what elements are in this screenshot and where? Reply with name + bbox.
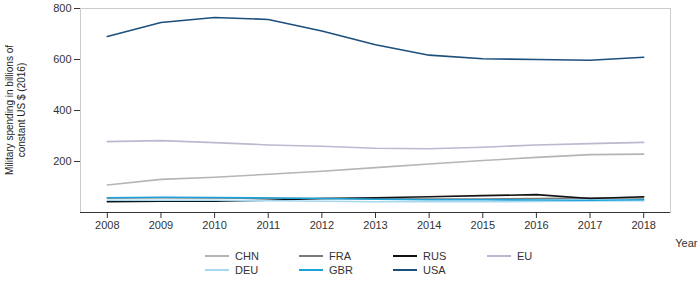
svg-text:2008: 2008 [95, 219, 119, 231]
html-text:FRA: FRA [329, 250, 351, 262]
svg-text:800: 800 [53, 2, 71, 14]
svg-text:2017: 2017 [578, 219, 602, 231]
svg-text:400: 400 [53, 104, 71, 116]
html-text:Military spending in billions: Military spending in billions of constan… [4, 45, 27, 175]
svg-text:2011: 2011 [256, 219, 280, 231]
svg-text:2010: 2010 [202, 219, 226, 231]
svg-text:2015: 2015 [471, 219, 495, 231]
html-text:USA: USA [423, 264, 446, 276]
html-text:DEU: DEU [235, 264, 259, 276]
html-text:EU: EU [517, 250, 533, 262]
html-text:GBR: GBR [329, 264, 353, 276]
html-text:CHN: CHN [235, 250, 259, 262]
svg-text:2013: 2013 [363, 219, 387, 231]
html-text:RUS: RUS [423, 250, 447, 262]
svg-text:2012: 2012 [310, 219, 334, 231]
svg-text:200: 200 [53, 155, 71, 167]
svg-text:2009: 2009 [149, 219, 173, 231]
svg-text:2018: 2018 [631, 219, 655, 231]
svg-text:2016: 2016 [524, 219, 548, 231]
svg-text:Year: Year [675, 237, 698, 249]
svg-text:600: 600 [53, 53, 71, 65]
svg-text:2014: 2014 [417, 219, 441, 231]
